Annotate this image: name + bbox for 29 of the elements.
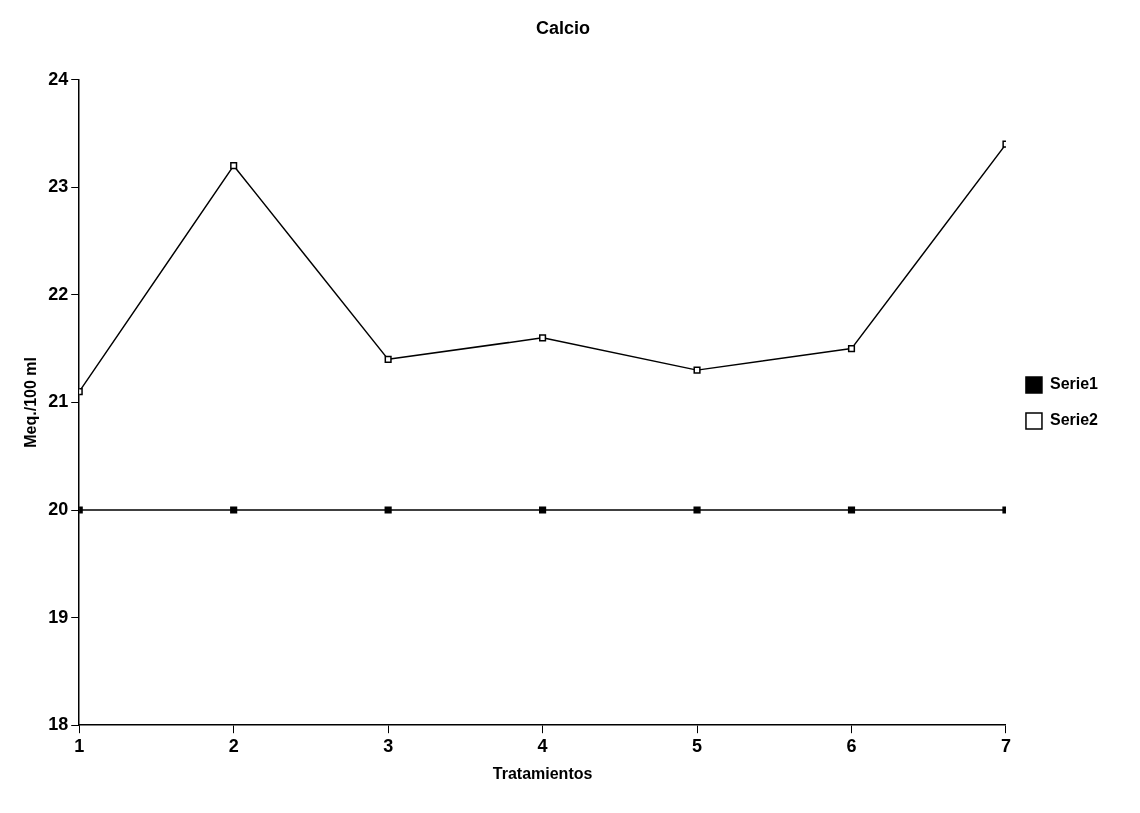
x-tick-label: 2 <box>228 735 239 756</box>
y-tick-label: 21 <box>48 391 69 412</box>
point <box>230 506 238 514</box>
point <box>693 506 701 514</box>
x-tick-label: 6 <box>846 735 857 756</box>
point <box>693 366 701 374</box>
y-tick-label: 18 <box>48 714 69 735</box>
y-tick-label: 20 <box>48 498 69 519</box>
point <box>539 506 547 514</box>
legend-label: Serie1 <box>1049 375 1099 393</box>
y-tick-label: 22 <box>48 283 69 304</box>
point <box>230 162 238 170</box>
legend-label: Serie2 <box>1049 411 1099 429</box>
y-tick-label: 24 <box>48 68 69 89</box>
point <box>847 506 856 514</box>
y-tick-label: 19 <box>48 606 69 627</box>
x-tick-label: 5 <box>692 735 703 756</box>
point <box>384 506 392 514</box>
point <box>847 345 856 353</box>
x-tick-label: 3 <box>383 735 394 756</box>
x-axis-title: Tratamientos <box>492 764 593 782</box>
x-tick-label: 1 <box>74 735 85 756</box>
y-tick-label: 23 <box>48 176 69 197</box>
x-tick-label: 4 <box>537 735 548 756</box>
chart-title: Calcio <box>535 17 591 38</box>
y-axis-title: Meq./100 ml <box>22 357 40 448</box>
point <box>539 334 547 342</box>
point <box>384 355 392 363</box>
x-tick-label: 7 <box>1000 735 1011 756</box>
